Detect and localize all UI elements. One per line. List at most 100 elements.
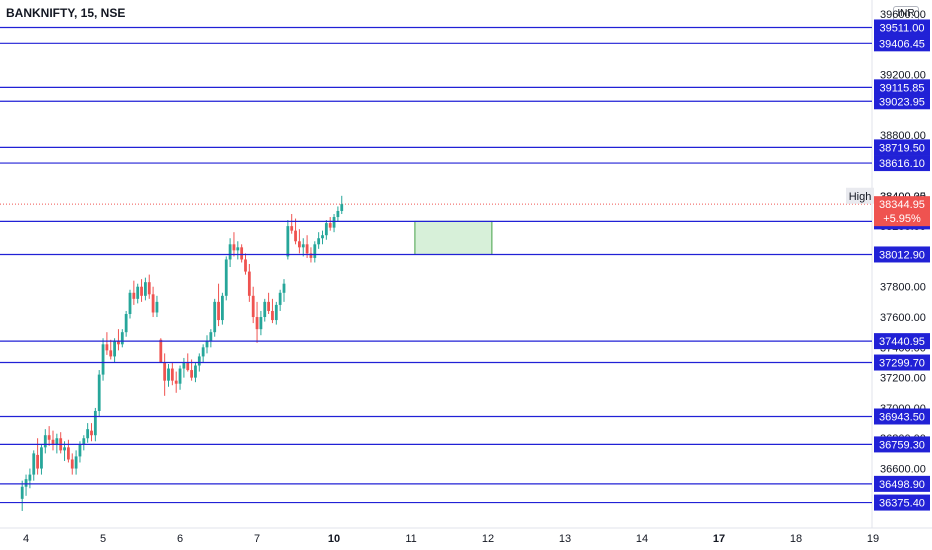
x-tick-label: 7 <box>254 533 260 545</box>
candle-body <box>63 447 66 451</box>
candle-body <box>140 286 143 296</box>
candle <box>174 371 178 393</box>
candle <box>194 362 197 383</box>
level-label-bg <box>874 155 930 172</box>
last-price-bg <box>874 196 930 227</box>
candle-body <box>178 368 182 384</box>
candle-body <box>263 301 267 318</box>
candles <box>20 195 344 511</box>
candle-body <box>205 341 209 348</box>
candle <box>332 214 336 233</box>
y-tick-label: 38800.00 <box>880 130 926 142</box>
level-price-label: 37299.70 <box>879 358 925 370</box>
candle-body <box>259 317 263 330</box>
candle <box>40 444 43 475</box>
candle <box>278 289 282 311</box>
candle-body <box>209 332 213 342</box>
candle-body <box>20 486 24 499</box>
level-label-bg <box>874 19 930 36</box>
candle-body <box>298 241 301 248</box>
candle-body <box>86 429 90 439</box>
candle-body <box>286 226 290 257</box>
last-price-value: 38344.95 <box>879 199 925 211</box>
candle-body <box>267 301 270 311</box>
candle-body <box>132 292 136 299</box>
candle <box>120 329 124 348</box>
candle-body <box>182 362 186 369</box>
candle <box>163 353 167 396</box>
candle <box>32 450 36 481</box>
zone-layer <box>0 203 872 255</box>
candle-body <box>159 339 163 363</box>
candle <box>240 244 244 263</box>
candle <box>205 335 209 354</box>
candle <box>228 238 232 268</box>
candle-body <box>97 374 101 411</box>
candle-body <box>340 204 344 211</box>
candle <box>51 430 55 451</box>
candle <box>259 310 263 336</box>
candle <box>97 370 101 418</box>
level-label-bg <box>874 475 930 492</box>
level-price-label: 36943.50 <box>879 412 925 424</box>
level-label-bg <box>874 139 930 156</box>
level-label-bg <box>874 93 930 110</box>
candle-body <box>109 350 113 357</box>
candle-body <box>167 368 170 381</box>
demand-zone-rect[interactable] <box>414 220 493 255</box>
candle <box>47 426 51 446</box>
level-label-bg <box>874 408 930 425</box>
level-price-label: 37440.95 <box>879 336 925 348</box>
chart-title: BANKNIFTY, 15, NSE <box>6 6 126 20</box>
candle-body <box>213 301 217 333</box>
candle <box>324 220 328 240</box>
level-label-bg <box>874 436 930 453</box>
candle-body <box>236 247 240 251</box>
level-lines[interactable] <box>0 26 872 504</box>
candle-body <box>47 435 51 440</box>
candle <box>286 220 290 260</box>
candle-body <box>321 235 324 239</box>
candle-body <box>174 380 178 384</box>
x-axis-ticks: 4 5 6 7 10 11 12 13 14 17 18 19 <box>23 533 879 545</box>
level-price-label: 39511.00 <box>879 22 924 34</box>
candle-body <box>309 253 313 258</box>
candle <box>74 450 78 475</box>
candle <box>113 338 116 363</box>
candle <box>155 295 159 318</box>
candle <box>244 253 247 275</box>
candle <box>328 217 332 231</box>
candle-body <box>186 362 190 371</box>
level-price-label: 38012.90 <box>879 249 925 261</box>
candle-body <box>51 439 55 445</box>
y-tick-label: 37800.00 <box>880 282 926 294</box>
candle-body <box>43 435 47 448</box>
level-price-label: 36375.40 <box>879 498 925 510</box>
candle <box>90 423 93 442</box>
candle-body <box>221 295 224 321</box>
candle-body <box>244 259 247 272</box>
candle-body <box>328 223 332 228</box>
candle <box>70 453 74 475</box>
x-tick-label: 4 <box>23 533 29 545</box>
candle <box>301 238 305 257</box>
candle <box>290 214 294 234</box>
candle-body <box>101 344 105 375</box>
candle <box>178 365 182 390</box>
x-tick-label: 13 <box>559 533 571 545</box>
candle <box>170 362 174 386</box>
x-tick-label: 17 <box>713 533 725 545</box>
candle <box>124 310 128 337</box>
candle-body <box>105 344 109 351</box>
candle-body <box>274 304 278 321</box>
candle <box>136 283 140 304</box>
candle-body <box>324 223 328 236</box>
level-price-label: 39115.85 <box>879 82 924 94</box>
candle-body <box>147 282 151 295</box>
candle-body <box>78 444 82 457</box>
candle-body <box>294 230 297 242</box>
candle-body <box>117 341 120 345</box>
level-price-label: 38719.50 <box>879 142 925 154</box>
level-price-label: 38616.10 <box>879 158 925 170</box>
